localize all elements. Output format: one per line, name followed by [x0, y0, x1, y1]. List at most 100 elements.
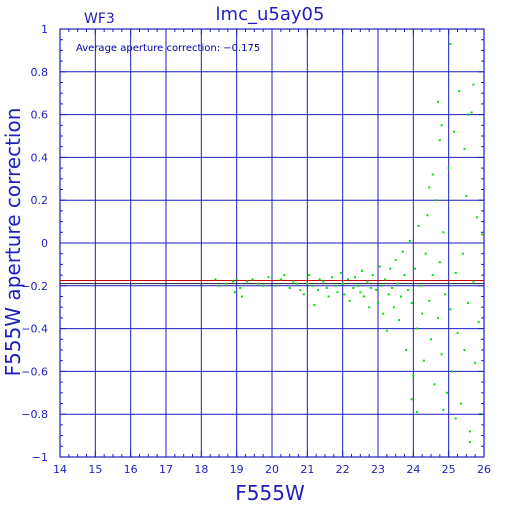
data-point [451, 370, 454, 373]
data-point [465, 194, 468, 197]
data-point [339, 271, 342, 274]
data-point [239, 286, 242, 289]
y-tick-label: 0.8 [31, 66, 49, 79]
y-tick-label: 0 [41, 237, 48, 250]
y-tick-label: 0.2 [31, 194, 49, 207]
data-point [322, 280, 325, 283]
data-point [477, 321, 480, 324]
data-point [396, 282, 399, 285]
y-tick-label: −0.6 [21, 365, 48, 378]
data-point [398, 319, 401, 322]
data-point [375, 289, 378, 292]
data-point [232, 280, 235, 283]
data-point [341, 282, 344, 285]
data-point [331, 276, 334, 279]
data-point [467, 113, 470, 116]
data-point [389, 267, 392, 270]
data-point [461, 252, 464, 255]
data-point [454, 417, 457, 420]
data-point [403, 274, 406, 277]
data-point [475, 216, 478, 219]
data-point [422, 359, 425, 362]
data-point [299, 289, 302, 292]
data-point [437, 316, 440, 319]
x-tick-label: 25 [442, 463, 456, 476]
data-point [387, 293, 390, 296]
data-point [251, 278, 254, 281]
data-point [460, 402, 463, 405]
data-point [362, 295, 365, 298]
data-point [463, 349, 466, 351]
x-tick-label: 22 [336, 463, 350, 476]
data-point [438, 261, 441, 264]
data-point [454, 271, 457, 274]
data-point [472, 280, 475, 283]
data-point [468, 430, 471, 433]
data-point [377, 301, 379, 304]
y-tick-label: −0.4 [21, 323, 48, 336]
data-point [449, 308, 452, 311]
data-point [371, 274, 374, 277]
data-point [474, 361, 477, 364]
data-point [369, 286, 372, 289]
data-point [431, 274, 434, 277]
data-point [225, 282, 228, 285]
data-point [405, 349, 408, 351]
data-point [354, 276, 357, 279]
data-point [433, 383, 436, 386]
y-tick-label: −0.8 [21, 408, 48, 421]
data-point [447, 167, 450, 170]
y-tick-label: 1 [41, 23, 48, 36]
y-tick-label: −0.2 [21, 280, 48, 293]
x-tick-label: 15 [88, 463, 102, 476]
data-point [295, 282, 298, 285]
data-point [292, 280, 295, 283]
data-point [311, 284, 314, 287]
y-axis-title: F555W aperture correction [1, 108, 25, 377]
data-point [442, 408, 445, 411]
data-point [415, 411, 418, 414]
data-point [445, 391, 448, 394]
data-point [308, 274, 311, 277]
data-point [267, 276, 270, 279]
data-point [410, 301, 413, 304]
data-point [343, 293, 346, 296]
x-tick-label: 23 [371, 463, 385, 476]
x-tick-label: 21 [300, 463, 314, 476]
data-point [240, 295, 243, 298]
data-point [233, 291, 236, 294]
data-point [235, 278, 238, 281]
average-annotation: Average aperture correction: −0.175 [76, 43, 260, 54]
x-tick-label: 19 [230, 463, 244, 476]
data-point [417, 224, 420, 227]
x-tick-label: 18 [194, 463, 208, 476]
data-point [316, 289, 319, 292]
data-point [435, 199, 438, 202]
data-point [467, 301, 470, 304]
data-point [463, 147, 466, 150]
data-point [313, 304, 316, 307]
data-point [359, 291, 362, 294]
x-tick-label: 14 [53, 463, 67, 476]
x-tick-label: 17 [159, 463, 173, 476]
data-point [431, 173, 434, 176]
data-point [384, 278, 387, 281]
data-point [262, 284, 265, 287]
data-point [442, 231, 445, 234]
data-point [440, 124, 443, 127]
data-point [279, 278, 282, 281]
data-point [283, 274, 286, 277]
data-point [382, 312, 385, 315]
data-point [218, 284, 220, 287]
data-point [380, 284, 383, 287]
y-tick-label: 0.6 [31, 109, 49, 122]
data-point [452, 130, 455, 133]
corner-label: WF3 [84, 11, 115, 27]
data-point [408, 239, 411, 242]
data-point [346, 278, 349, 281]
data-point [481, 233, 484, 236]
data-point [412, 374, 415, 377]
data-point [336, 291, 339, 294]
data-point [214, 278, 217, 281]
